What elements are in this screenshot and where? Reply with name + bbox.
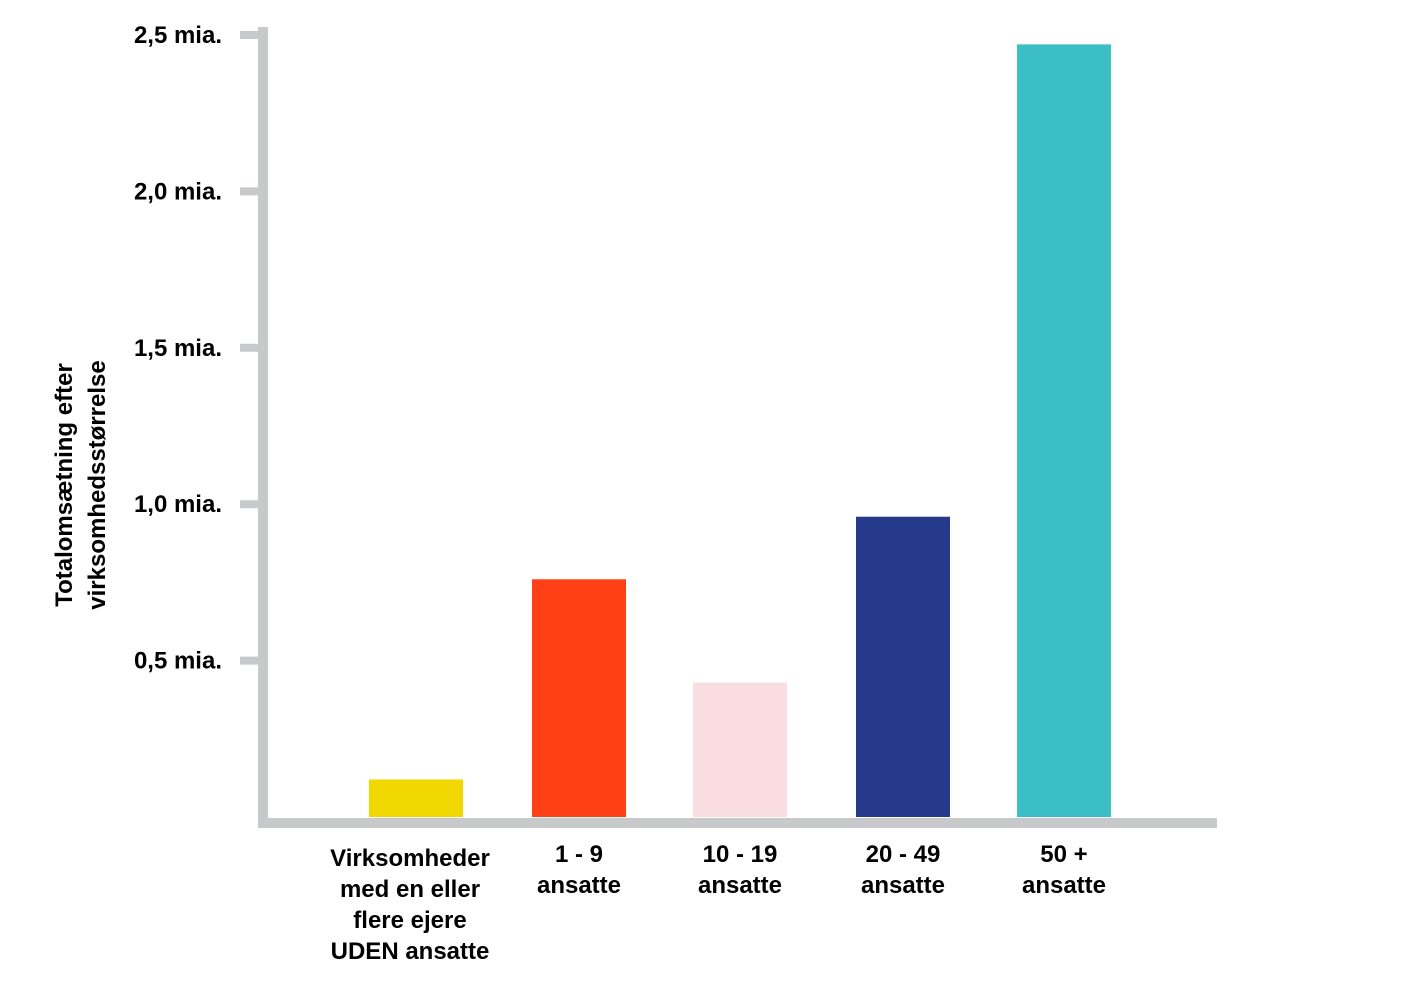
x-category-label: 10 - 19 ansatte [698, 841, 782, 899]
bar [856, 516, 950, 817]
chart-axes [258, 27, 1217, 828]
x-category-label: 50 + ansatte [1022, 841, 1106, 899]
y-axis-title: Totalomsætning efter virksomhedsstørrelse [51, 360, 111, 609]
bars [369, 44, 1111, 818]
x-category-label: 20 - 49 ansatte [861, 841, 945, 899]
x-category-label: 1 - 9 ansatte [537, 841, 621, 899]
y-tick-label: 1,0 mia. [134, 491, 222, 518]
bar [532, 579, 626, 817]
bar [693, 682, 787, 817]
y-tick-label: 2,0 mia. [134, 178, 222, 205]
y-tick-label: 2,5 mia. [134, 22, 222, 49]
y-tick-label: 0,5 mia. [134, 648, 222, 675]
bar [369, 779, 463, 817]
bar [1017, 44, 1111, 818]
y-tick-label: 1,5 mia. [134, 335, 222, 362]
x-category-label: Virksomheder med en eller flere ejere UDEN … [330, 845, 490, 965]
x-axis-category-labels: Virksomheder med en eller flere ejere UDEN … [330, 841, 1106, 965]
y-axis-ticks: 0,5 mia. 1,0 mia. 1,5 mia. 2,0 mia. 2,5 mia. [134, 22, 263, 675]
